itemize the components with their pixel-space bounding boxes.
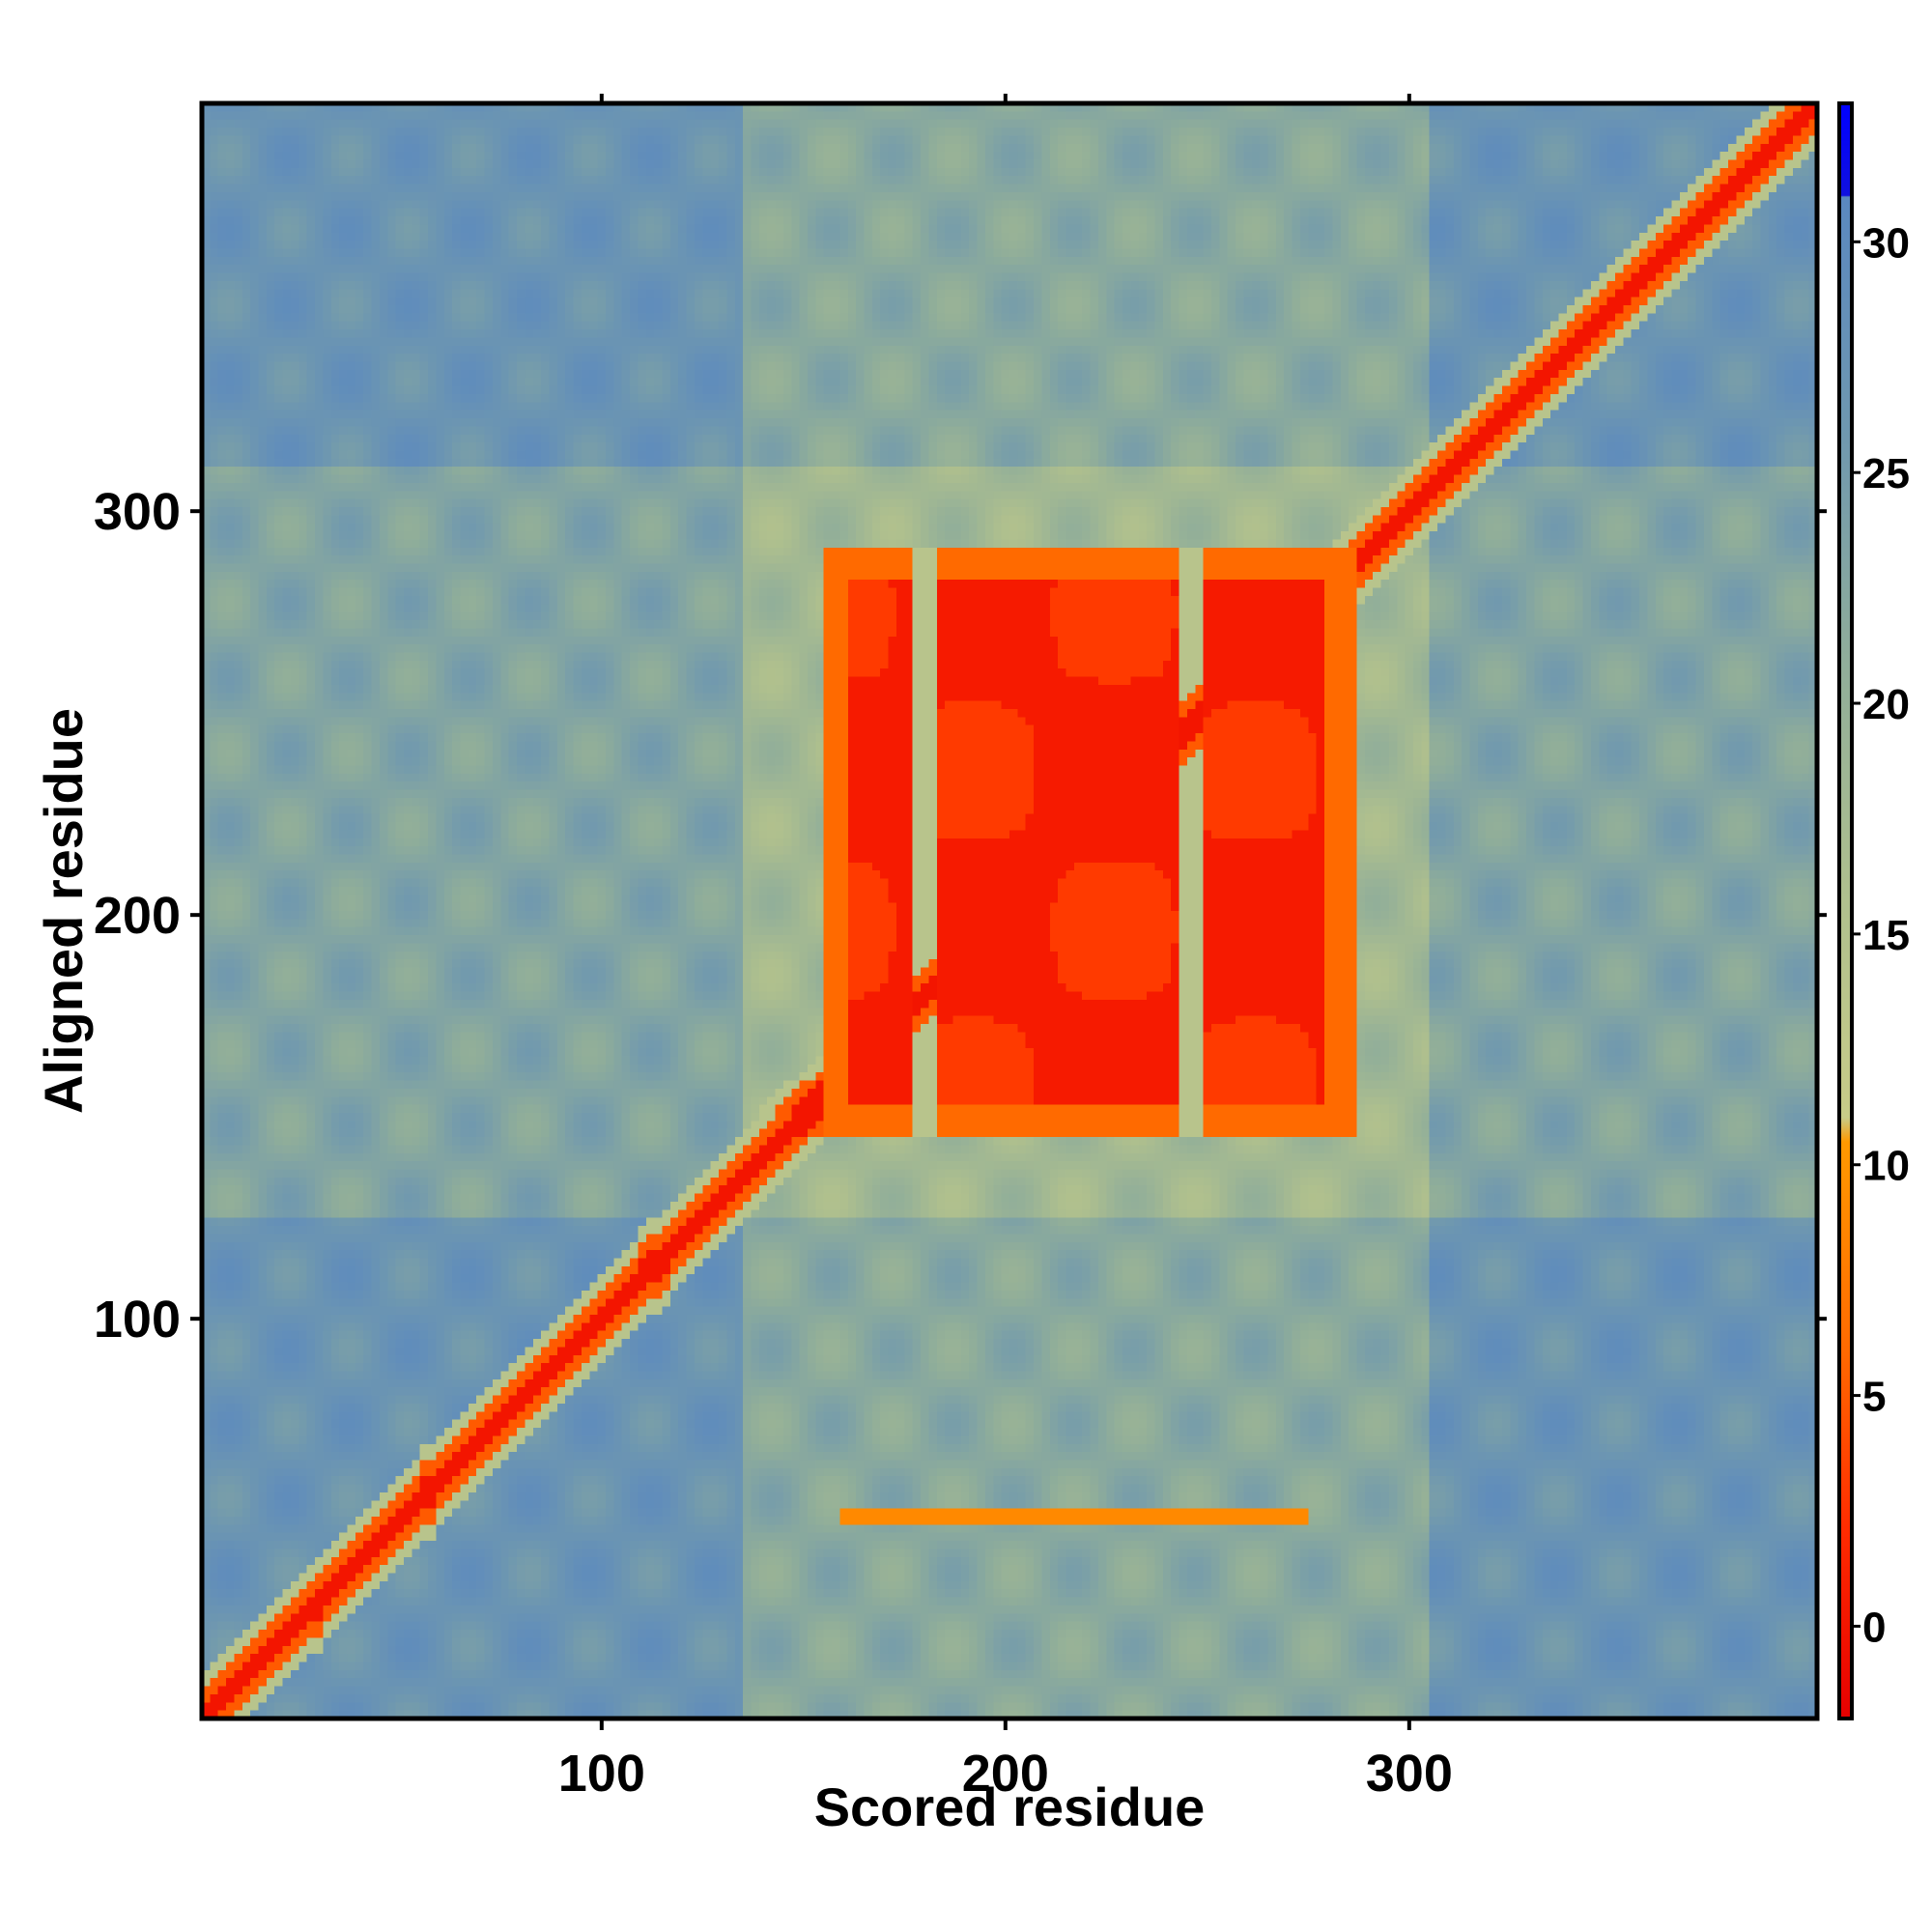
- y-tick-label: 300: [94, 483, 181, 541]
- colorbar-tick-label: 0: [1862, 1604, 1886, 1651]
- colorbar-tick-label: 30: [1862, 219, 1910, 267]
- colorbar-ticks: 0 5 10 15 20 25 30: [1852, 219, 1910, 1651]
- colorbar-tick-label: 10: [1862, 1143, 1910, 1190]
- x-tick-label: 300: [1366, 1745, 1453, 1803]
- heatmap-image: [202, 103, 1817, 1719]
- y-axis-title: Aligned residue: [33, 708, 94, 1114]
- heatmap-cells: [202, 103, 1817, 1719]
- y-tick-label: 100: [94, 1291, 181, 1349]
- x-axis-title: Scored residue: [814, 1776, 1206, 1837]
- colorbar-tick-label: 15: [1862, 912, 1910, 959]
- x-axis: 100 200 300: [558, 94, 1453, 1803]
- y-tick-label: 200: [94, 887, 181, 945]
- heatmap-plot-area: [199, 100, 1820, 1721]
- colorbar-tick-label: 20: [1862, 681, 1910, 728]
- plot-frame: [199, 100, 1820, 1721]
- y-axis: 100 200 300: [94, 483, 1827, 1349]
- colorbar-gradient: [1837, 101, 1854, 1720]
- colorbar: 0 5 10 15 20 25 30: [1837, 101, 1910, 1720]
- x-tick-label: 200: [962, 1745, 1049, 1803]
- colorbar-tick-label: 25: [1862, 450, 1910, 497]
- x-tick-label: 100: [558, 1745, 645, 1803]
- colorbar-tick-label: 5: [1862, 1374, 1886, 1421]
